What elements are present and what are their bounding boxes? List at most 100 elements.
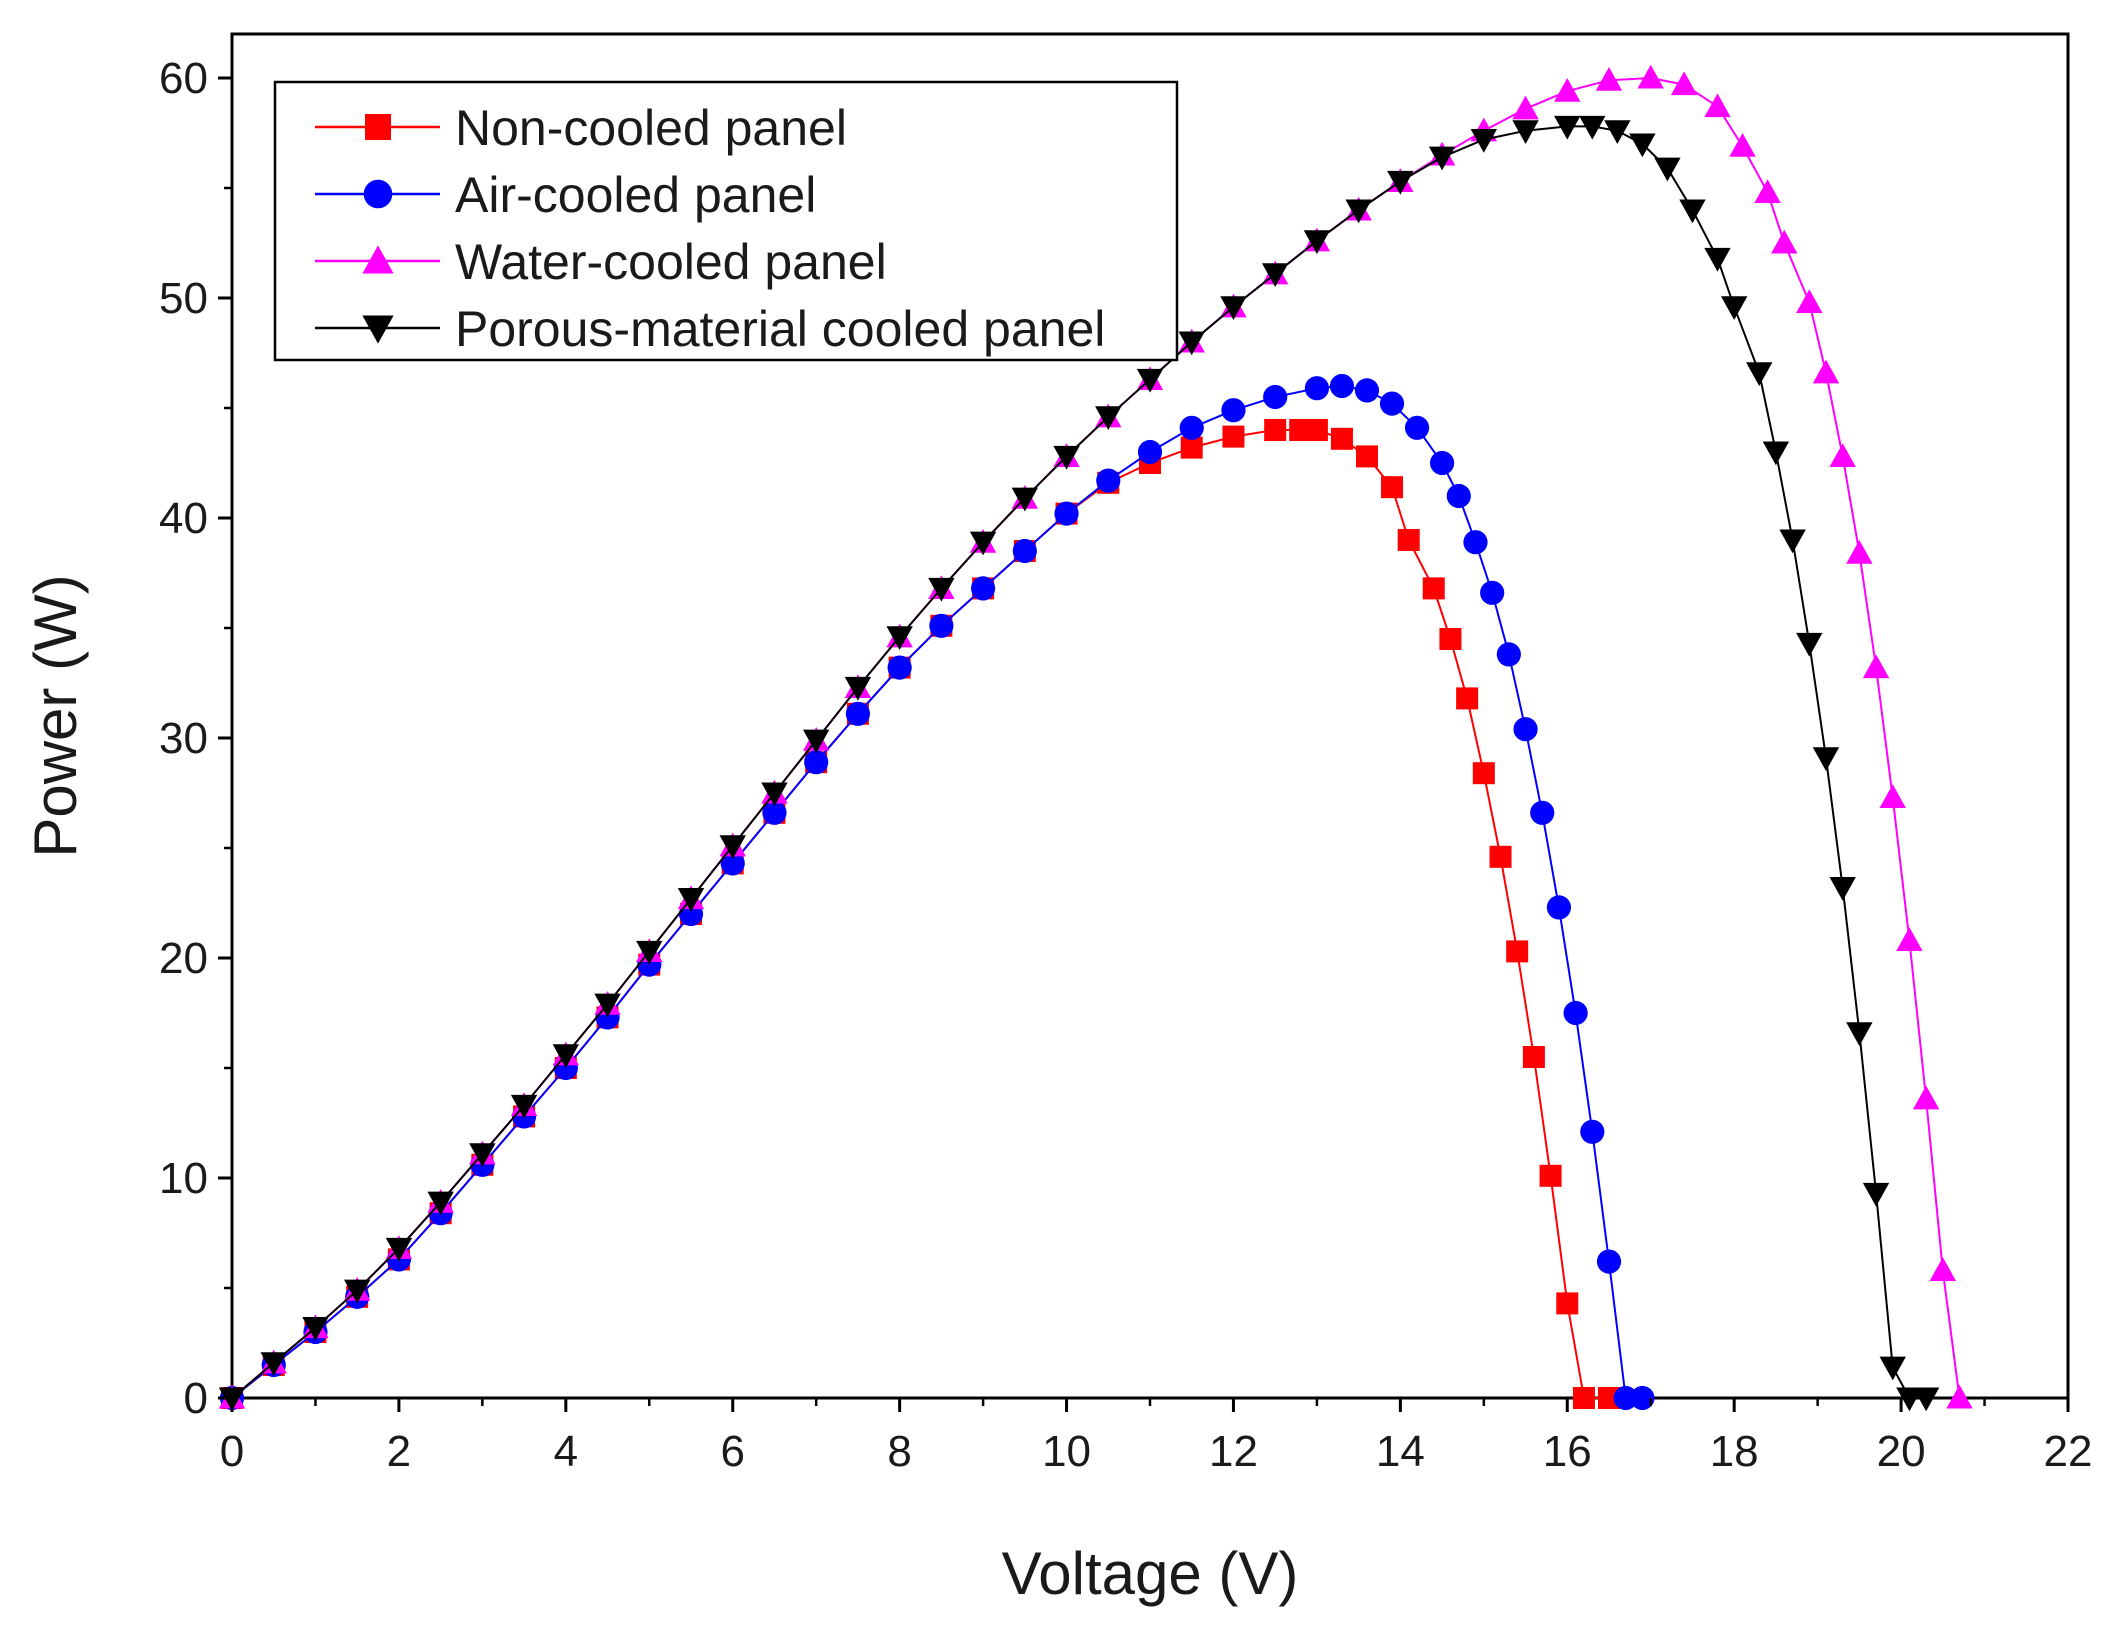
legend-label: Air-cooled panel: [455, 167, 816, 223]
data-point: [1463, 530, 1488, 555]
data-point: [1563, 1000, 1588, 1026]
data-point: [1011, 487, 1039, 512]
x-tick-label: 16: [1543, 1427, 1592, 1476]
data-point: [1422, 577, 1445, 600]
data-point: [1178, 331, 1205, 356]
y-tick-label: 40: [159, 494, 208, 543]
data-point: [1829, 877, 1856, 901]
legend-label: Water-cooled panel: [455, 234, 887, 290]
y-axis-title: Power (W): [22, 574, 89, 857]
y-tick-label: 60: [159, 54, 208, 103]
data-point: [1746, 362, 1773, 386]
y-tick-label: 10: [159, 1154, 208, 1203]
data-point: [1879, 1356, 1906, 1381]
data-point: [1439, 628, 1462, 650]
data-point: [1489, 845, 1512, 868]
data-point: [510, 1094, 538, 1119]
data-point: [1472, 762, 1495, 785]
legend-items: Non-cooled panel Air-cooled panel Water-co…: [315, 100, 1105, 357]
data-point: [1762, 441, 1790, 466]
data-point: [1771, 229, 1798, 254]
data-point: [1912, 1085, 1940, 1110]
data-point: [1355, 445, 1378, 468]
data-point: [1220, 296, 1247, 320]
data-point: [761, 782, 788, 807]
data-point: [1754, 179, 1781, 203]
data-point: [594, 993, 621, 1018]
data-point: [1554, 115, 1581, 140]
data-point: [1946, 1384, 1973, 1409]
x-axis-title: Voltage (V): [1002, 1540, 1299, 1607]
data-point: [1846, 1022, 1873, 1046]
data-point: [1179, 415, 1204, 440]
data-point: [1345, 199, 1372, 224]
data-point: [1222, 425, 1245, 448]
series-line: [231, 384, 1643, 1399]
data-point: [1303, 230, 1331, 254]
data-point: [1679, 199, 1706, 224]
data-point: [1404, 415, 1430, 440]
data-point: [845, 701, 871, 726]
data-point: [1879, 784, 1906, 808]
legend-marker: [363, 179, 393, 209]
data-point: [1428, 146, 1456, 171]
data-point: [1546, 895, 1572, 920]
data-point: [1096, 468, 1121, 493]
x-tick-label: 2: [387, 1427, 411, 1476]
data-point: [1512, 95, 1539, 120]
data-point: [804, 750, 829, 775]
legend-label: Non-cooled panel: [455, 100, 847, 156]
data-point: [1554, 78, 1581, 102]
series-3: [218, 115, 1940, 1412]
data-point: [1512, 120, 1539, 144]
data-point: [929, 613, 954, 638]
data-point: [1136, 368, 1164, 393]
legend-item: Non-cooled panel: [315, 100, 847, 156]
data-point: [1598, 1387, 1620, 1409]
data-point: [1630, 1385, 1655, 1411]
data-point: [1381, 476, 1404, 499]
data-point: [385, 1237, 413, 1262]
data-point: [719, 835, 746, 859]
x-tick-label: 8: [887, 1427, 911, 1476]
data-point: [469, 1143, 496, 1167]
data-point: [1779, 529, 1806, 554]
data-point: [1480, 580, 1505, 605]
data-point: [1530, 800, 1555, 825]
x-tick-label: 12: [1209, 1427, 1258, 1476]
x-tick-label: 20: [1877, 1427, 1926, 1476]
data-point: [802, 729, 830, 754]
data-point: [1704, 93, 1731, 118]
data-point: [1654, 157, 1681, 182]
data-point: [1263, 384, 1288, 410]
data-point: [1054, 501, 1079, 526]
data-point: [1221, 398, 1246, 423]
data-point: [1053, 445, 1080, 470]
data-point: [1137, 439, 1163, 465]
data-point: [1470, 129, 1498, 153]
data-point: [1513, 717, 1538, 742]
data-point: [1180, 436, 1203, 459]
data-point: [1670, 71, 1698, 96]
data-point: [1720, 296, 1748, 320]
data-point: [1579, 115, 1606, 140]
data-point: [1596, 1249, 1622, 1274]
data-point: [1812, 747, 1840, 771]
legend-item: Air-cooled panel: [315, 167, 816, 223]
legend-marker: [362, 245, 394, 274]
x-tick-label: 6: [720, 1427, 744, 1476]
data-point: [1539, 1164, 1562, 1187]
data-point: [552, 1044, 580, 1068]
data-point: [1862, 654, 1890, 679]
data-point: [1379, 391, 1405, 416]
y-tick-label: 0: [184, 1374, 208, 1423]
series-line: [231, 429, 1609, 1399]
data-point: [343, 1279, 371, 1304]
legend-item: Porous-material cooled panel: [315, 301, 1105, 357]
data-point: [1354, 378, 1380, 403]
data-point: [427, 1191, 454, 1216]
data-point: [970, 576, 996, 601]
legend-marker: [362, 315, 394, 344]
data-point: [1912, 1387, 1940, 1412]
